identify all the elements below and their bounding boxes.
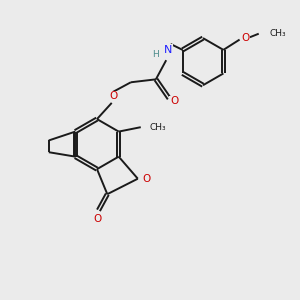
Text: O: O: [242, 33, 250, 43]
Text: N: N: [164, 45, 172, 55]
Text: O: O: [109, 92, 117, 101]
Text: O: O: [93, 214, 101, 224]
Text: CH₃: CH₃: [269, 28, 286, 38]
Text: CH₃: CH₃: [150, 123, 166, 132]
Text: O: O: [142, 174, 150, 184]
Text: O: O: [170, 96, 178, 106]
Text: H: H: [152, 50, 159, 59]
